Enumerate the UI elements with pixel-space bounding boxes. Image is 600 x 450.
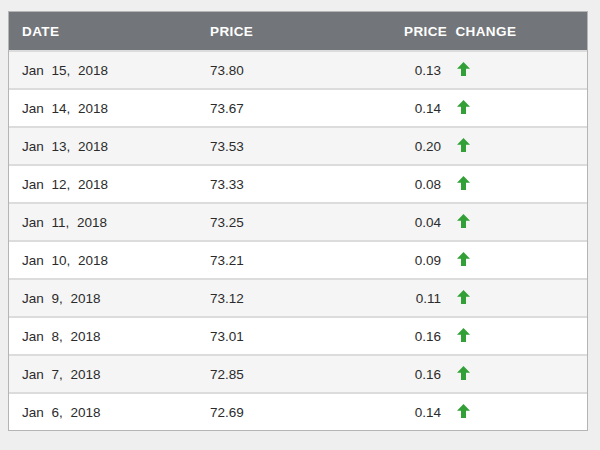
date-cell: Jan 13, 2018 xyxy=(9,127,201,165)
change-arrow-cell xyxy=(441,317,587,355)
up-arrow-icon xyxy=(457,62,470,76)
date-cell: Jan 14, 2018 xyxy=(9,89,201,127)
column-header-date: DATE xyxy=(9,12,201,51)
date-cell: Jan 7, 2018 xyxy=(9,355,201,393)
up-arrow-icon xyxy=(457,100,470,114)
change-value-cell: 0.16 xyxy=(395,355,441,393)
table-row: Jan 10, 2018 73.21 0.09 xyxy=(9,241,587,279)
change-arrow-cell xyxy=(441,393,587,430)
change-arrow-cell xyxy=(441,165,587,203)
date-cell: Jan 9, 2018 xyxy=(9,279,201,317)
up-arrow-icon xyxy=(457,328,470,342)
change-value-cell: 0.14 xyxy=(395,89,441,127)
price-table-container: DATE PRICE PRICE CHANGE Jan 15, 2018 73.… xyxy=(8,11,588,431)
change-value-cell: 0.14 xyxy=(395,393,441,430)
price-cell: 73.01 xyxy=(201,317,395,355)
table-row: Jan 13, 2018 73.53 0.20 xyxy=(9,127,587,165)
change-arrow-cell xyxy=(441,89,587,127)
price-table: DATE PRICE PRICE CHANGE Jan 15, 2018 73.… xyxy=(9,12,587,430)
up-arrow-icon xyxy=(457,176,470,190)
column-header-price: PRICE xyxy=(201,12,395,51)
up-arrow-icon xyxy=(457,252,470,266)
up-arrow-icon xyxy=(457,214,470,228)
table-row: Jan 11, 2018 73.25 0.04 xyxy=(9,203,587,241)
change-arrow-cell xyxy=(441,279,587,317)
price-cell: 72.85 xyxy=(201,355,395,393)
price-cell: 73.25 xyxy=(201,203,395,241)
column-header-price-change: PRICE CHANGE xyxy=(395,12,587,51)
up-arrow-icon xyxy=(457,404,470,418)
change-value-cell: 0.20 xyxy=(395,127,441,165)
table-row: Jan 6, 2018 72.69 0.14 xyxy=(9,393,587,430)
price-cell: 72.69 xyxy=(201,393,395,430)
table-row: Jan 8, 2018 73.01 0.16 xyxy=(9,317,587,355)
date-cell: Jan 10, 2018 xyxy=(9,241,201,279)
change-value-cell: 0.13 xyxy=(395,51,441,89)
header-row: DATE PRICE PRICE CHANGE xyxy=(9,12,587,51)
table-row: Jan 12, 2018 73.33 0.08 xyxy=(9,165,587,203)
price-cell: 73.67 xyxy=(201,89,395,127)
change-value-cell: 0.09 xyxy=(395,241,441,279)
change-arrow-cell xyxy=(441,203,587,241)
price-cell: 73.80 xyxy=(201,51,395,89)
table-row: Jan 14, 2018 73.67 0.14 xyxy=(9,89,587,127)
price-table-header: DATE PRICE PRICE CHANGE xyxy=(9,12,587,51)
change-value-cell: 0.11 xyxy=(395,279,441,317)
date-cell: Jan 8, 2018 xyxy=(9,317,201,355)
price-cell: 73.33 xyxy=(201,165,395,203)
date-cell: Jan 11, 2018 xyxy=(9,203,201,241)
price-cell: 73.21 xyxy=(201,241,395,279)
change-arrow-cell xyxy=(441,127,587,165)
date-cell: Jan 6, 2018 xyxy=(9,393,201,430)
change-arrow-cell xyxy=(441,241,587,279)
change-value-cell: 0.16 xyxy=(395,317,441,355)
up-arrow-icon xyxy=(457,366,470,380)
price-cell: 73.53 xyxy=(201,127,395,165)
change-arrow-cell xyxy=(441,355,587,393)
table-row: Jan 9, 2018 73.12 0.11 xyxy=(9,279,587,317)
table-row: Jan 15, 2018 73.80 0.13 xyxy=(9,51,587,89)
price-table-body: Jan 15, 2018 73.80 0.13 Jan 14, 2018 73.… xyxy=(9,51,587,430)
change-value-cell: 0.08 xyxy=(395,165,441,203)
table-row: Jan 7, 2018 72.85 0.16 xyxy=(9,355,587,393)
date-cell: Jan 15, 2018 xyxy=(9,51,201,89)
date-cell: Jan 12, 2018 xyxy=(9,165,201,203)
change-value-cell: 0.04 xyxy=(395,203,441,241)
change-arrow-cell xyxy=(441,51,587,89)
up-arrow-icon xyxy=(457,138,470,152)
up-arrow-icon xyxy=(457,290,470,304)
price-cell: 73.12 xyxy=(201,279,395,317)
